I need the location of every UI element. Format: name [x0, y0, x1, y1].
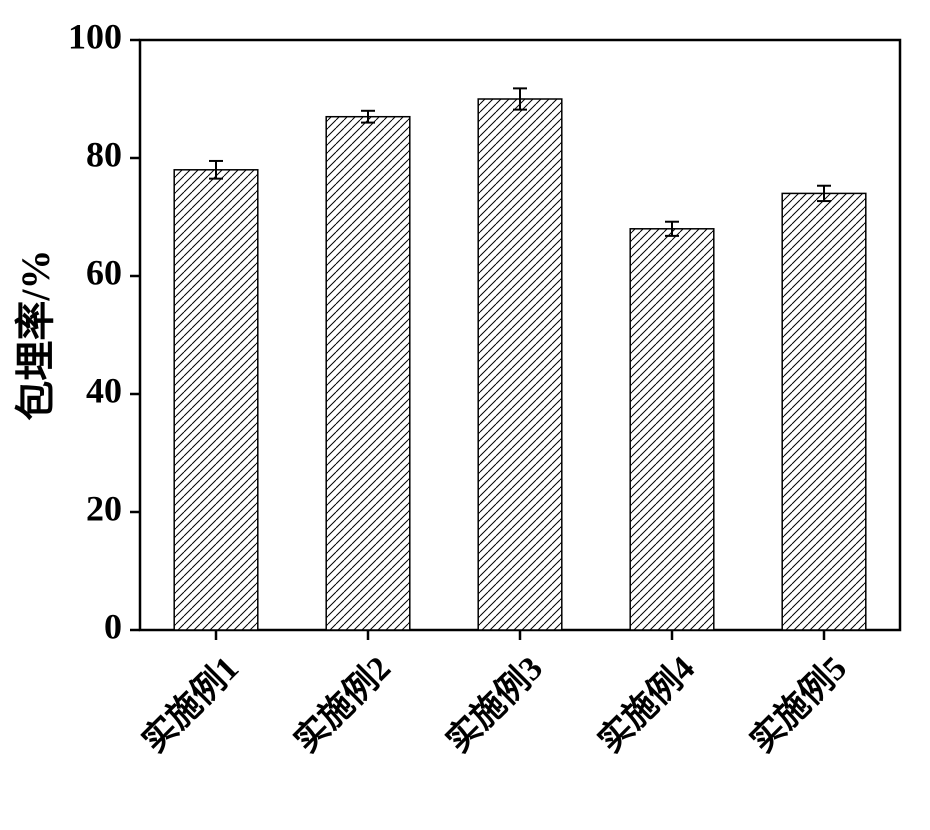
x-tick-label: 实施例3 [439, 649, 550, 760]
x-tick-label: 实施例2 [287, 649, 398, 760]
bar [326, 117, 410, 630]
chart-svg: 0 20 40 60 80 100 包埋率/% 实施例1 实施例2 实施例3 实施例4 实施例5 [0, 0, 930, 830]
bar [478, 99, 562, 630]
bar-chart: 0 20 40 60 80 100 包埋率/% 实施例1 实施例2 实施例3 实施例4 实施例5 [0, 0, 930, 830]
x-tick-label: 实施例4 [591, 649, 702, 760]
y-tick-label: 20 [86, 488, 122, 528]
y-tick-label: 0 [104, 606, 122, 646]
y-tick-label: 100 [68, 16, 122, 56]
x-tick-label: 实施例5 [743, 649, 854, 760]
y-tick-label: 80 [86, 134, 122, 174]
bar [174, 170, 258, 630]
y-axis-label: 包埋率/% [13, 249, 58, 420]
bar [630, 229, 714, 630]
bar [782, 193, 866, 630]
x-tick-label: 实施例1 [135, 649, 246, 760]
y-tick-label: 60 [86, 252, 122, 292]
y-tick-label: 40 [86, 370, 122, 410]
